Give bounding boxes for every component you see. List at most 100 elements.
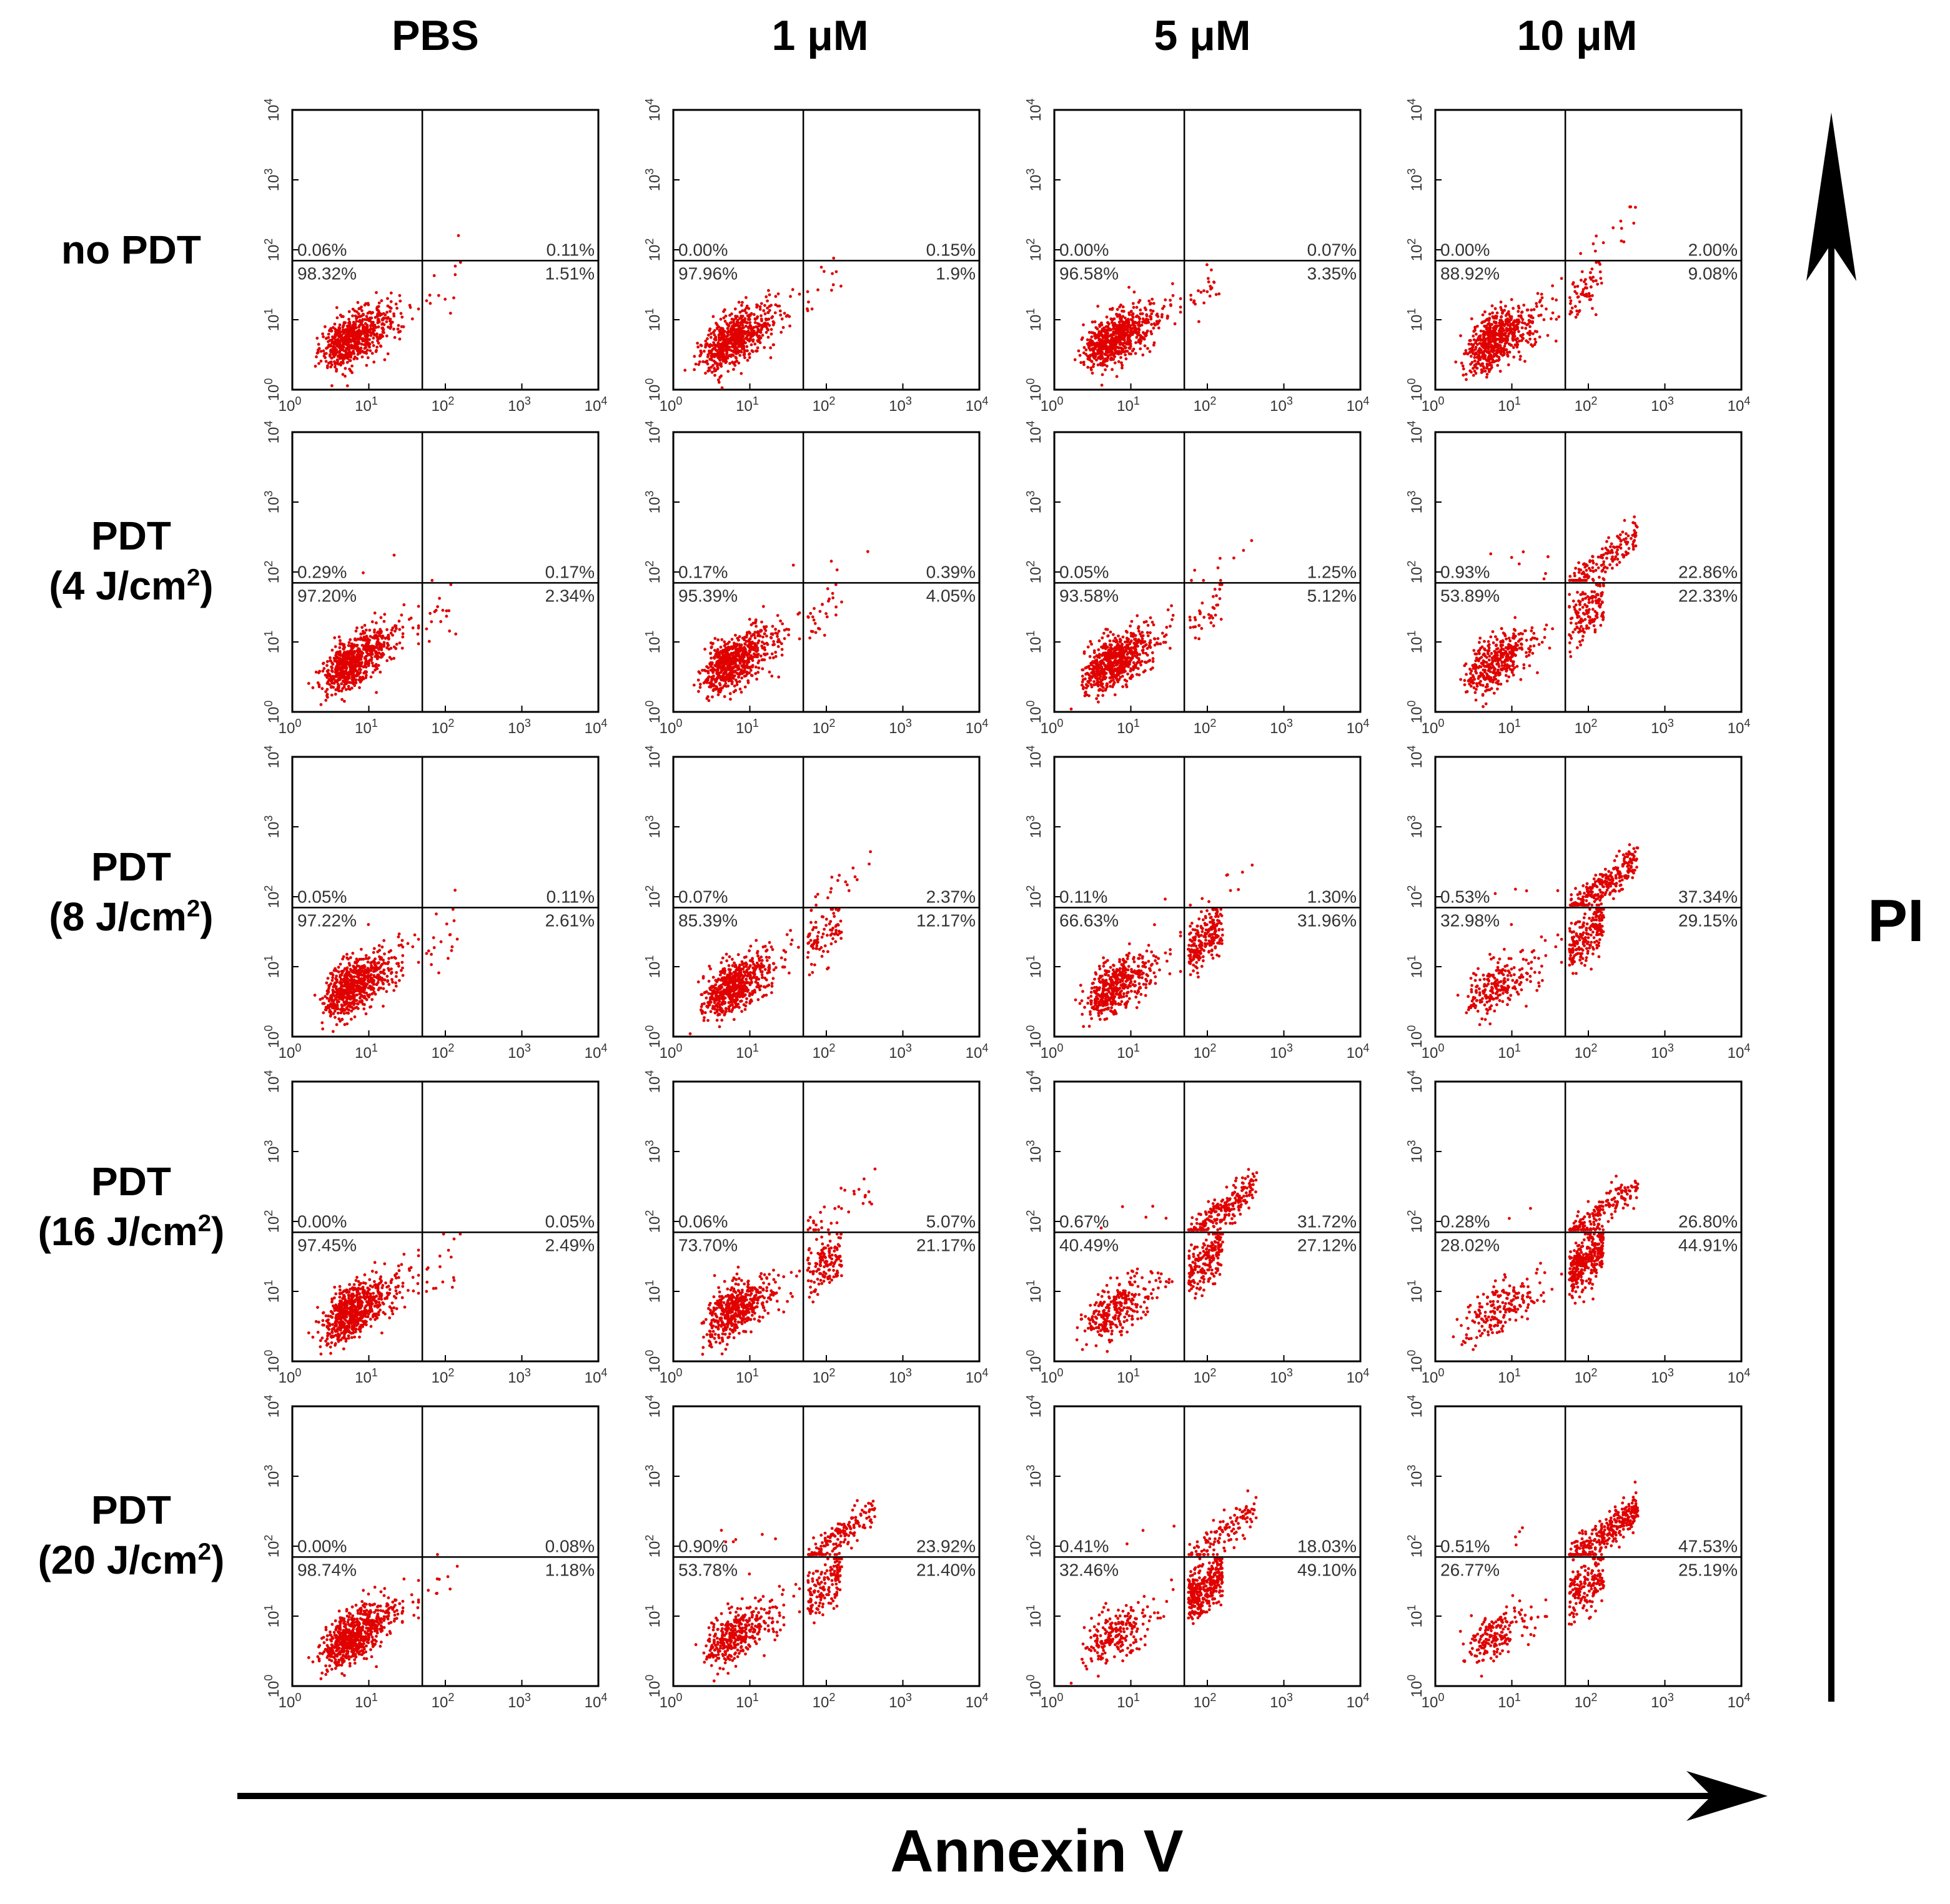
data-point: [340, 689, 344, 693]
data-point: [1112, 678, 1115, 682]
data-point: [1493, 325, 1497, 328]
data-point: [364, 325, 367, 329]
data-point: [1090, 335, 1094, 338]
y-tick-label: 100: [643, 701, 663, 724]
data-point: [713, 656, 716, 660]
data-point: [761, 646, 765, 650]
data-point: [349, 330, 353, 334]
data-point: [1164, 633, 1168, 637]
data-point: [716, 362, 719, 365]
data-point: [1132, 305, 1136, 309]
data-point: [1069, 708, 1073, 711]
data-point: [693, 355, 696, 358]
data-point: [1091, 372, 1094, 375]
data-point: [784, 315, 788, 318]
data-point: [748, 333, 751, 337]
data-point: [335, 674, 339, 678]
x-tick-label: 101: [355, 717, 378, 737]
data-point: [714, 369, 718, 372]
data-point: [342, 321, 346, 325]
data-point: [1121, 653, 1124, 657]
data-point: [1576, 285, 1580, 288]
data-point: [1084, 686, 1088, 690]
data-point: [453, 273, 457, 277]
data-point: [1591, 242, 1595, 245]
data-point: [371, 340, 374, 344]
data-point: [311, 686, 315, 689]
data-point: [1152, 322, 1156, 325]
data-point: [1205, 263, 1209, 267]
quadrant-label-upper-right: 2.00%: [1688, 240, 1738, 259]
data-point: [388, 305, 392, 309]
data-point: [365, 315, 369, 318]
data-point: [330, 357, 334, 360]
data-point: [710, 365, 713, 369]
data-point: [829, 560, 833, 563]
data-point: [1121, 685, 1124, 688]
data-point: [735, 357, 738, 360]
data-point: [713, 664, 716, 667]
data-point: [1482, 355, 1486, 358]
data-point: [389, 319, 392, 323]
data-point: [739, 321, 743, 325]
data-point: [1515, 320, 1518, 323]
data-point: [1481, 320, 1485, 323]
data-point: [741, 309, 744, 313]
data-point: [1525, 339, 1528, 343]
data-point: [1126, 672, 1129, 676]
data-point: [745, 639, 748, 643]
data-point: [1472, 373, 1475, 377]
data-point: [334, 645, 337, 648]
data-point: [1585, 286, 1588, 290]
data-point: [394, 624, 398, 628]
data-point: [339, 651, 342, 655]
data-point: [1092, 362, 1096, 366]
data-point: [1144, 620, 1148, 623]
data-point: [366, 302, 370, 305]
quadrant-label-lower-right: 1.9%: [936, 264, 976, 283]
data-point: [1115, 375, 1119, 378]
data-point: [365, 649, 368, 653]
data-point: [1531, 345, 1535, 348]
data-point: [1199, 290, 1203, 294]
data-point: [1493, 338, 1497, 342]
data-point: [1142, 651, 1145, 654]
data-point: [1579, 252, 1583, 255]
data-point: [1082, 650, 1086, 654]
x-tick-label: 100: [279, 395, 302, 415]
data-point: [756, 641, 760, 644]
data-point: [1461, 364, 1465, 368]
data-point: [1540, 292, 1543, 296]
data-point: [706, 369, 710, 373]
data-point: [705, 342, 709, 345]
y-tick-label: 103: [1024, 169, 1044, 192]
data-point: [751, 633, 755, 636]
data-point: [1113, 343, 1117, 347]
data-point: [1528, 320, 1532, 323]
data-point: [337, 686, 340, 689]
data-point: [1146, 329, 1149, 333]
data-point: [1104, 368, 1107, 372]
data-point: [1512, 320, 1515, 324]
data-point: [365, 318, 369, 322]
data-point: [1487, 326, 1490, 330]
data-point: [408, 303, 412, 307]
data-point: [1114, 651, 1117, 655]
data-point: [709, 335, 713, 339]
data-point: [697, 363, 700, 367]
data-point: [1088, 667, 1092, 671]
data-point: [724, 355, 728, 358]
data-point: [1550, 317, 1553, 320]
data-point: [718, 347, 722, 351]
data-point: [776, 614, 780, 617]
data-point: [1132, 633, 1135, 636]
data-point: [338, 357, 342, 360]
data-point: [1082, 323, 1085, 327]
data-point: [379, 670, 382, 674]
data-point: [1475, 338, 1478, 342]
data-point: [342, 315, 345, 318]
data-point: [366, 338, 370, 341]
data-point: [1591, 294, 1594, 297]
data-point: [335, 651, 339, 654]
data-point: [1114, 323, 1118, 327]
